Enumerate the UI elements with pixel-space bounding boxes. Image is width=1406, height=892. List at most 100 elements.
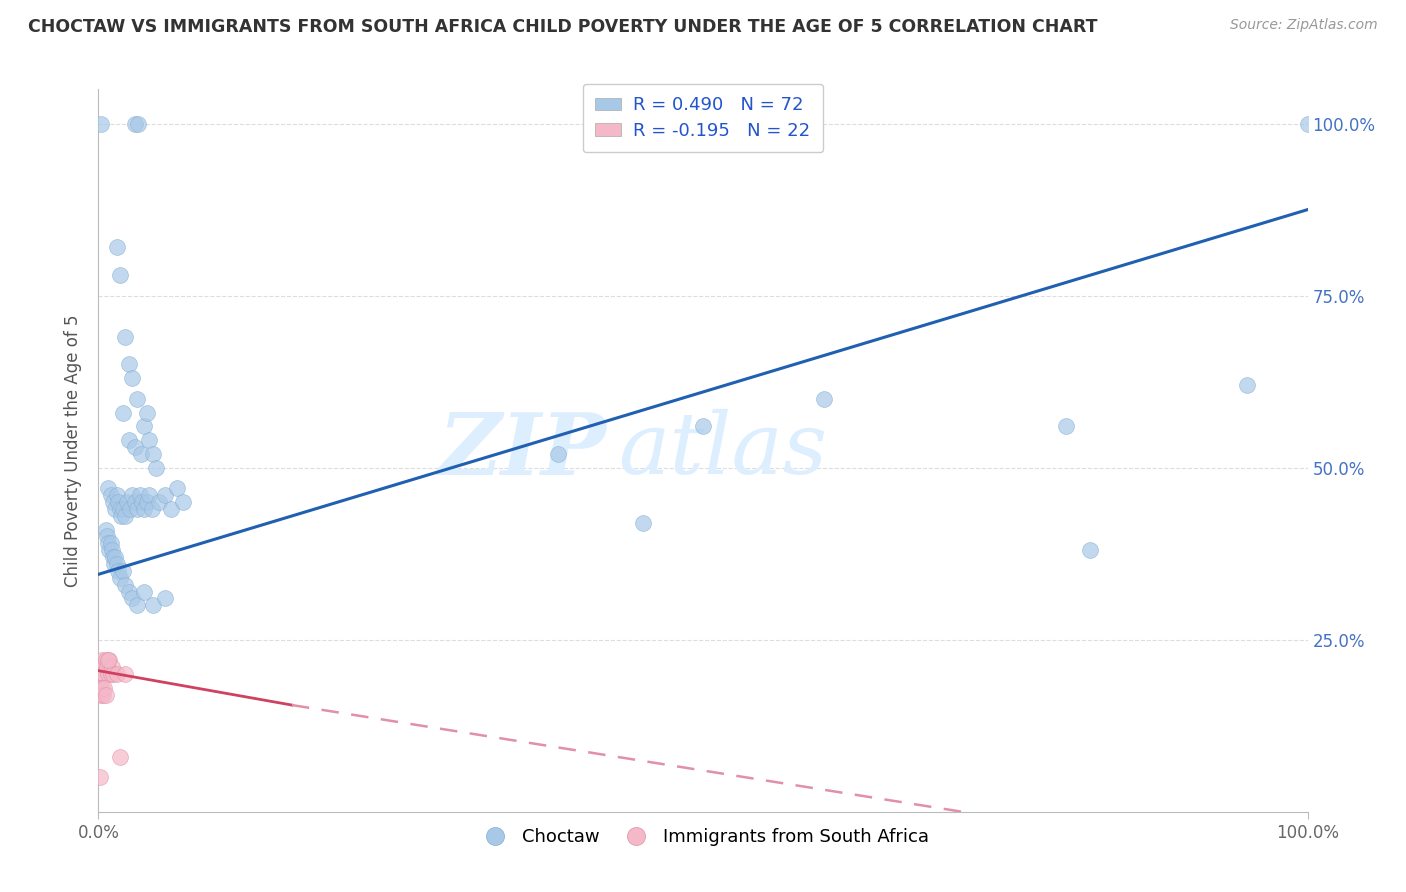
Point [108,571,131,585]
Point [135,406,157,420]
Point [118,502,141,516]
Point [105,667,128,681]
Point [110,508,132,523]
Point [100,660,122,674]
Point [1054,419,1077,434]
Point [91,688,114,702]
Point [98,653,121,667]
Point [93,667,115,681]
Text: ZIP: ZIP [439,409,606,492]
Point [141,502,163,516]
Point [1296,117,1319,131]
Point [134,502,156,516]
Point [94,653,117,667]
Point [129,447,152,461]
Point [111,502,134,516]
Point [93,681,115,695]
Point [153,591,176,606]
Point [1236,378,1258,392]
Point [101,495,124,509]
Point [89,770,111,784]
Point [692,419,714,434]
Point [94,688,117,702]
Point [127,599,149,613]
Point [108,749,131,764]
Point [104,502,127,516]
Point [89,681,111,695]
Point [121,591,143,606]
Point [105,488,128,502]
Point [813,392,835,406]
Point [124,117,146,131]
Point [100,488,122,502]
Point [96,529,118,543]
Point [1078,543,1101,558]
Point [127,502,149,516]
Point [100,543,122,558]
Point [121,371,143,385]
Point [142,447,165,461]
Point [166,481,188,495]
Point [114,508,136,523]
Point [145,460,167,475]
Point [117,495,139,509]
Point [160,502,183,516]
Point [108,268,131,282]
Point [114,330,136,344]
Point [101,550,124,565]
Point [153,488,176,502]
Point [631,516,654,530]
Point [105,557,128,571]
Point [134,419,156,434]
Point [100,536,122,550]
Point [90,667,112,681]
Point [114,667,136,681]
Point [100,667,122,681]
Point [172,495,194,509]
Point [101,667,124,681]
Point [91,681,114,695]
Point [124,495,146,509]
Point [547,447,569,461]
Point [118,433,141,447]
Point [108,502,131,516]
Point [131,495,153,509]
Point [90,688,112,702]
Point [111,564,134,578]
Point [121,488,143,502]
Point [97,481,120,495]
Point [107,564,129,578]
Point [96,660,118,674]
Point [97,536,120,550]
Text: atlas: atlas [619,409,828,491]
Point [118,358,141,372]
Point [124,440,146,454]
Point [94,523,117,537]
Text: CHOCTAW VS IMMIGRANTS FROM SOUTH AFRICA CHILD POVERTY UNDER THE AGE OF 5 CORRELA: CHOCTAW VS IMMIGRANTS FROM SOUTH AFRICA … [28,18,1098,36]
Point [97,667,120,681]
Point [127,117,149,131]
Point [91,653,114,667]
Point [134,584,156,599]
Point [148,495,170,509]
Point [98,543,121,558]
Point [118,584,141,599]
Point [142,599,165,613]
Point [107,495,129,509]
Point [138,488,160,502]
Point [114,577,136,591]
Point [105,240,128,254]
Legend: Choctaw, Immigrants from South Africa: Choctaw, Immigrants from South Africa [470,821,936,854]
Text: Source: ZipAtlas.com: Source: ZipAtlas.com [1230,18,1378,32]
Point [103,557,125,571]
Point [128,488,150,502]
Point [138,433,160,447]
Point [90,117,112,131]
Y-axis label: Child Poverty Under the Age of 5: Child Poverty Under the Age of 5 [65,314,83,587]
Point [91,660,114,674]
Point [97,653,120,667]
Point [135,495,157,509]
Point [104,550,127,565]
Point [111,406,134,420]
Point [127,392,149,406]
